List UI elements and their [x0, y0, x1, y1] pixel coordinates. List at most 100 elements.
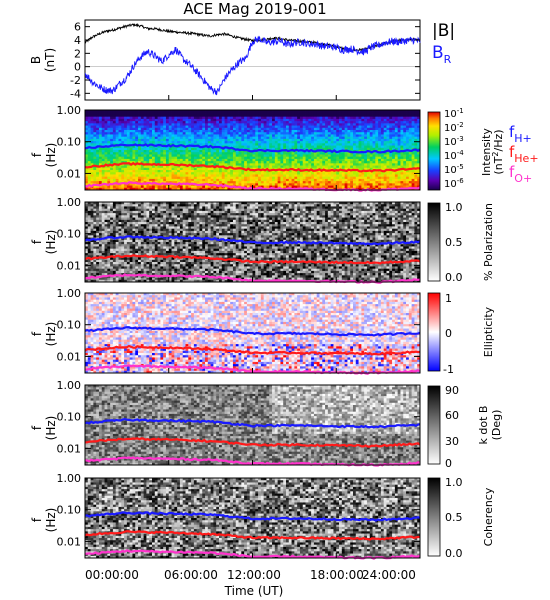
intensity-cell [288, 176, 292, 180]
intensity-cell [389, 143, 393, 146]
polarization-cell [124, 222, 128, 225]
intensity-cell [358, 163, 362, 166]
intensity-cell [143, 185, 147, 189]
intensity-cell [333, 116, 337, 120]
polarization-cell [121, 257, 125, 261]
polarization-cell [121, 270, 125, 274]
intensity-cell [274, 138, 279, 142]
intensity-cell [112, 118, 117, 122]
intensity-cell [286, 152, 290, 155]
intensity-cell [182, 136, 186, 140]
intensity-cell [193, 118, 198, 122]
polarization-cell [129, 250, 133, 254]
intensity-cell [411, 161, 415, 164]
intensity-cell [177, 118, 181, 122]
intensity-cell [213, 187, 217, 191]
intensity-cell [272, 127, 276, 131]
intensity-cell [244, 158, 248, 162]
intensity-cell [383, 147, 387, 151]
intensity-cell [188, 147, 192, 151]
intensity-cell [355, 158, 359, 162]
intensity-cell [138, 125, 142, 129]
intensity-cell [124, 165, 128, 169]
intensity-cell [207, 127, 212, 131]
intensity-cell [196, 138, 200, 142]
intensity-cell [313, 114, 318, 118]
intensity-cell [93, 114, 97, 118]
polarization-cell [104, 222, 108, 225]
intensity-cell [157, 172, 161, 175]
intensity-cell [288, 154, 292, 158]
intensity-cell [244, 172, 248, 175]
intensity-cell [339, 181, 343, 184]
intensity-cell [327, 138, 332, 142]
intensity-cell [154, 127, 158, 131]
intensity-cell [313, 161, 318, 164]
intensity-cell [280, 110, 284, 113]
intensity-cell [392, 138, 396, 142]
intensity-cell [394, 172, 399, 175]
intensity-cell [355, 136, 359, 140]
intensity-cell [375, 123, 379, 126]
intensity-cell [297, 176, 301, 180]
intensity-cell [216, 125, 220, 129]
intensity-cell [336, 138, 340, 142]
intensity-cell [107, 174, 111, 178]
intensity-cell [188, 176, 192, 180]
intensity-cell [319, 118, 323, 122]
intensity-cell [288, 121, 292, 124]
intensity-cell [406, 136, 410, 140]
intensity-cell [230, 125, 234, 129]
intensity-cell [171, 178, 175, 182]
polarization-cell [90, 219, 94, 223]
intensity-cell [347, 125, 351, 129]
intensity-cell [210, 161, 214, 164]
intensity-cell [294, 136, 298, 140]
intensity-cell [297, 118, 301, 122]
intensity-cell [406, 118, 410, 122]
polarization-cell [96, 219, 100, 223]
polarization-cell [104, 277, 108, 281]
intensity-cell [191, 167, 195, 171]
intensity-cell [299, 165, 304, 169]
polarization-cell [124, 259, 128, 263]
intensity-cell [213, 112, 217, 115]
intensity-cell [403, 158, 407, 162]
intensity-cell [199, 161, 203, 164]
intensity-cell [330, 154, 334, 158]
intensity-cell [355, 174, 359, 178]
intensity-cell [327, 110, 332, 113]
intensity-cell [157, 158, 161, 162]
intensity-cell [224, 136, 228, 140]
intensity-cell [397, 152, 401, 155]
intensity-cell [411, 125, 415, 129]
intensity-cell [182, 167, 186, 171]
intensity-cell [93, 110, 97, 113]
intensity-cell [171, 118, 175, 122]
intensity-cell [132, 183, 136, 186]
legend-radial-field: BR [432, 43, 452, 66]
intensity-cell [138, 130, 142, 133]
intensity-cell [260, 165, 265, 169]
intensity-cell [216, 130, 220, 133]
intensity-cell [403, 130, 407, 133]
intensity-cell [389, 181, 393, 184]
intensity-cell [358, 154, 362, 158]
intensity-cell [408, 183, 413, 186]
intensity-cell [313, 172, 318, 175]
intensity-cell [191, 172, 195, 175]
intensity-cell [255, 116, 259, 120]
intensity-cell [185, 174, 189, 178]
intensity-cell [400, 170, 404, 173]
polarization-cell [126, 250, 131, 254]
intensity-cell [93, 143, 97, 146]
intensity-cell [182, 181, 186, 184]
intensity-cell [232, 170, 237, 173]
intensity-cell [185, 161, 189, 164]
polarization-cell [96, 233, 100, 236]
intensity-cell [196, 136, 200, 140]
intensity-cell [333, 138, 337, 142]
intensity-cell [124, 163, 128, 166]
intensity-cell [179, 127, 184, 131]
intensity-cell [112, 158, 117, 162]
